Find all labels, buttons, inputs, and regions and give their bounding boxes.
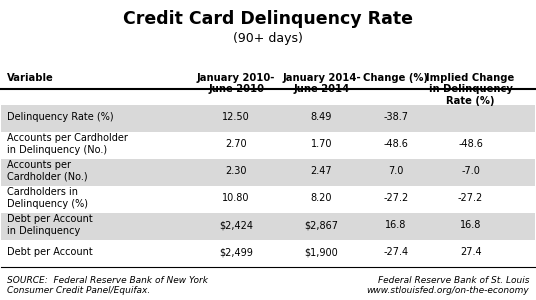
Text: 12.50: 12.50 bbox=[222, 112, 250, 122]
Text: SOURCE:  Federal Reserve Bank of New York
Consumer Credit Panel/Equifax.: SOURCE: Federal Reserve Bank of New York… bbox=[7, 276, 208, 295]
Text: Variable: Variable bbox=[7, 73, 54, 83]
Text: -27.2: -27.2 bbox=[458, 193, 483, 203]
Text: Change (%): Change (%) bbox=[363, 73, 428, 83]
Text: January 2010-
June 2010: January 2010- June 2010 bbox=[197, 73, 275, 94]
FancyBboxPatch shape bbox=[2, 159, 534, 186]
Text: -27.4: -27.4 bbox=[383, 247, 408, 257]
Text: Debt per Account
in Delinquency: Debt per Account in Delinquency bbox=[7, 214, 93, 236]
Text: Delinquency Rate (%): Delinquency Rate (%) bbox=[7, 112, 113, 122]
FancyBboxPatch shape bbox=[2, 105, 534, 132]
Text: 16.8: 16.8 bbox=[385, 220, 407, 230]
Text: 8.20: 8.20 bbox=[310, 193, 332, 203]
Text: -48.6: -48.6 bbox=[458, 139, 483, 149]
Text: Debt per Account: Debt per Account bbox=[7, 247, 93, 257]
Text: 27.4: 27.4 bbox=[460, 247, 481, 257]
Text: -7.0: -7.0 bbox=[461, 166, 480, 176]
Text: Implied Change
in Delinquency
Rate (%): Implied Change in Delinquency Rate (%) bbox=[427, 73, 515, 106]
Text: Credit Card Delinquency Rate: Credit Card Delinquency Rate bbox=[123, 10, 413, 28]
Text: 8.49: 8.49 bbox=[311, 112, 332, 122]
Text: (90+ days): (90+ days) bbox=[233, 32, 303, 45]
Text: 2.30: 2.30 bbox=[225, 166, 247, 176]
Text: $1,900: $1,900 bbox=[304, 247, 338, 257]
Text: 16.8: 16.8 bbox=[460, 220, 481, 230]
Text: Accounts per Cardholder
in Delinquency (No.): Accounts per Cardholder in Delinquency (… bbox=[7, 133, 128, 154]
Text: Cardholders in
Delinquency (%): Cardholders in Delinquency (%) bbox=[7, 187, 88, 209]
Text: 2.47: 2.47 bbox=[310, 166, 332, 176]
Text: Federal Reserve Bank of St. Louis
www.stlouisfed.org/on-the-economy: Federal Reserve Bank of St. Louis www.st… bbox=[367, 276, 529, 295]
FancyBboxPatch shape bbox=[2, 213, 534, 240]
Text: 2.70: 2.70 bbox=[225, 139, 247, 149]
Text: -27.2: -27.2 bbox=[383, 193, 408, 203]
Text: $2,499: $2,499 bbox=[219, 247, 253, 257]
Text: -38.7: -38.7 bbox=[383, 112, 408, 122]
Text: $2,424: $2,424 bbox=[219, 220, 253, 230]
Text: -48.6: -48.6 bbox=[384, 139, 408, 149]
Text: $2,867: $2,867 bbox=[304, 220, 338, 230]
Text: January 2014-
June 2014: January 2014- June 2014 bbox=[282, 73, 361, 94]
Text: 7.0: 7.0 bbox=[388, 166, 404, 176]
Text: Accounts per
Cardholder (No.): Accounts per Cardholder (No.) bbox=[7, 160, 87, 182]
Text: 1.70: 1.70 bbox=[310, 139, 332, 149]
Text: 10.80: 10.80 bbox=[222, 193, 250, 203]
